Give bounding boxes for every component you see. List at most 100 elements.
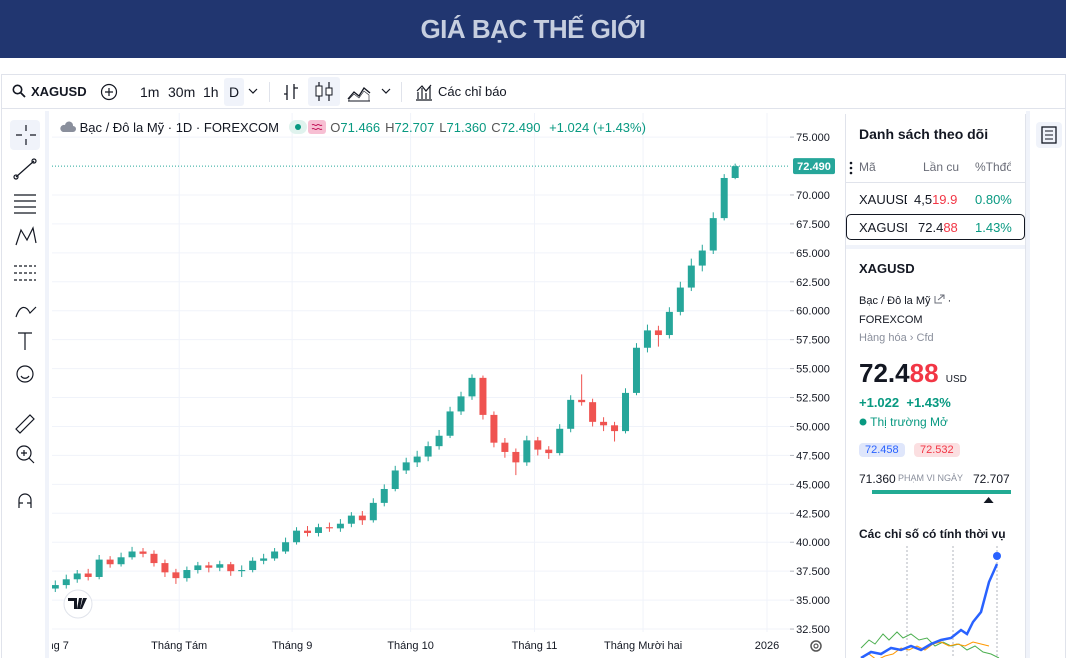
brush-tool[interactable]	[15, 306, 37, 318]
detail-exchange: FOREXCOM	[859, 314, 923, 326]
ohlc-values: O71.466 H72.707 L71.360 C72.490	[330, 120, 545, 135]
candle-body	[424, 446, 432, 457]
candle-body	[523, 440, 531, 463]
range-high: 72.707	[973, 472, 1010, 486]
candle-body	[227, 564, 235, 572]
candle-body	[106, 559, 114, 565]
text-tool[interactable]	[18, 332, 32, 350]
indicators-button[interactable]: Các chỉ báo	[438, 84, 507, 99]
bid: 72.458	[859, 443, 905, 457]
candle-body	[611, 425, 619, 432]
candle-body	[216, 564, 224, 568]
candle-body	[249, 560, 257, 571]
interval-button-selected[interactable]: D	[224, 78, 245, 106]
drag-handle[interactable]	[849, 161, 853, 175]
candle-body	[479, 377, 487, 415]
search-icon[interactable]	[12, 84, 26, 98]
pattern-tool[interactable]	[15, 226, 37, 246]
market-status: Thị trường Mở	[870, 415, 948, 429]
crosshair-tool[interactable]	[16, 125, 36, 145]
separator	[401, 82, 402, 102]
candle-body	[304, 530, 312, 533]
candle-body	[150, 553, 158, 564]
area-icon[interactable]	[347, 82, 371, 102]
symbol-search[interactable]: XAGUSD	[31, 84, 87, 99]
candle-body	[117, 557, 125, 565]
candle-body	[325, 527, 333, 529]
external-link[interactable]	[934, 294, 945, 304]
detail-category: Hàng hóa	[859, 332, 907, 344]
candle-body	[622, 392, 630, 432]
magnet-tool[interactable]	[18, 493, 32, 508]
x-tick-label: Tháng 10	[387, 640, 433, 652]
candle-body	[402, 462, 410, 471]
tool-icons	[10, 120, 40, 508]
seasonal-chart	[860, 546, 1001, 658]
x-tick-label: Tháng Tám	[151, 640, 207, 652]
candle-body	[654, 330, 662, 336]
range-fill	[872, 490, 1011, 494]
chevron[interactable]	[381, 87, 391, 95]
candle-body	[52, 585, 59, 589]
row-change: 0.80%	[975, 192, 1012, 207]
indicators-icon[interactable]	[414, 82, 434, 102]
add-symbol[interactable]	[100, 83, 118, 101]
interval-button[interactable]: 1m	[140, 84, 160, 100]
chevron[interactable]	[248, 87, 258, 95]
range-bar	[872, 490, 1011, 503]
candles-button[interactable]	[308, 77, 340, 106]
column-header: Lần cuối	[923, 160, 959, 174]
y-tick-label: 62.500	[796, 277, 830, 289]
y-tick-label: 75.000	[796, 132, 830, 144]
candle-body	[600, 421, 608, 426]
x-tick-label: Tháng Mười hai	[604, 640, 682, 652]
settings-icon[interactable]	[810, 640, 822, 652]
watchlist-row[interactable]: XAUUSD 4,519.9 0.80%	[846, 185, 1025, 211]
zoom-tool[interactable]	[16, 445, 32, 461]
bars-icon[interactable]	[281, 82, 301, 102]
seasonal-title: Các chỉ số có tính thời vụ	[859, 527, 1006, 541]
candle-body	[720, 177, 728, 219]
candle-body	[578, 399, 586, 403]
x-tick-label: 2026	[755, 640, 779, 652]
candle-body	[238, 570, 246, 572]
candle-body	[347, 515, 355, 524]
logo	[63, 589, 93, 619]
column-header: Mã	[859, 160, 876, 174]
drawing-toolbar	[2, 111, 49, 658]
candle-body	[205, 565, 213, 568]
detail-name: Bạc / Đô la Mỹ	[859, 295, 931, 307]
candle-body	[358, 515, 366, 521]
row-change: 1.43%	[975, 220, 1012, 235]
candle-body	[73, 573, 81, 580]
interval-button[interactable]: 30m	[168, 84, 196, 100]
candle-body	[336, 523, 344, 529]
interval-button[interactable]: 1h	[203, 84, 219, 100]
candle-body	[314, 527, 322, 533]
detail-change: +1.022	[859, 395, 900, 410]
projection-tool[interactable]	[14, 265, 36, 281]
side-icon-bar	[1026, 111, 1066, 658]
y-tick-label: 40.000	[796, 537, 830, 549]
detail-category-block: Hàng hóa › Cfd	[859, 332, 934, 344]
candle-body	[369, 502, 377, 521]
candle-body	[260, 558, 268, 561]
emoji-tool[interactable]	[16, 365, 34, 383]
column-header: %Thđổi	[975, 160, 1011, 174]
price-tail: 88	[909, 358, 939, 388]
ruler-tool[interactable]	[15, 414, 35, 434]
detail-price: 72.488 USD	[859, 358, 967, 389]
price-main: 72.4	[859, 358, 910, 388]
y-tick-label: 37.500	[796, 566, 830, 578]
divider	[846, 182, 1025, 183]
line-tool[interactable]	[15, 160, 35, 178]
watchlist-row-selected[interactable]: XAGUSD 72.488 1.43%	[846, 214, 1025, 240]
market-status-block: Thị trường Mở	[859, 415, 948, 429]
candle-body	[556, 428, 564, 454]
candle-body	[709, 218, 717, 251]
watchlist-icon[interactable]	[1034, 120, 1064, 150]
fib-tool[interactable]	[14, 194, 36, 214]
divider	[846, 245, 1025, 249]
chart-legend: Bạc / Đô la Mỹ · 1D · FOREXCOM O71.466 H7…	[60, 119, 646, 137]
